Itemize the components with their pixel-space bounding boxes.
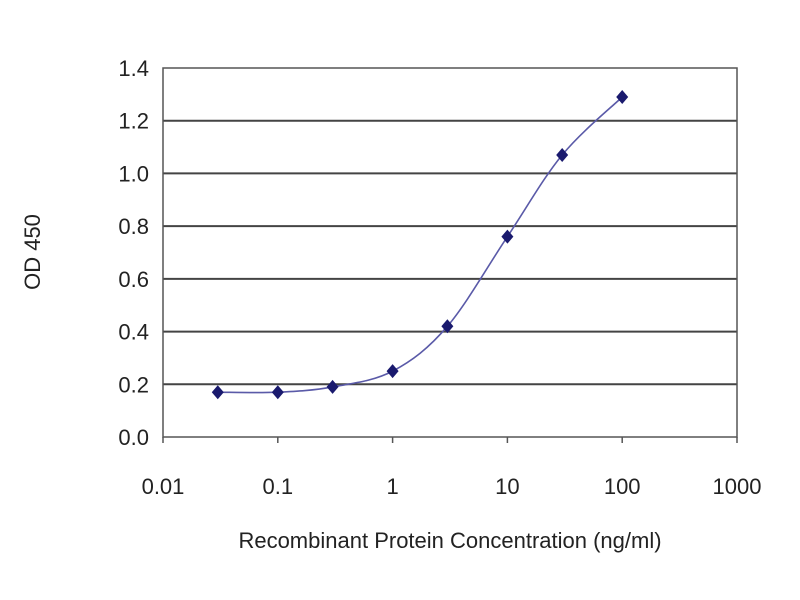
data-point	[386, 364, 399, 379]
data-point	[211, 385, 224, 400]
x-tick-label: 0.01	[142, 474, 185, 499]
y-tick-label: 1.0	[118, 161, 149, 186]
y-tick-label: 1.4	[118, 56, 149, 81]
x-tick-label: 1000	[713, 474, 762, 499]
data-point	[556, 147, 569, 162]
data-point	[501, 229, 514, 244]
x-tick-label: 100	[604, 474, 641, 499]
y-tick-label: 0.8	[118, 214, 149, 239]
gridlines	[163, 119, 737, 386]
data-point	[616, 89, 629, 104]
y-tick-label: 0.0	[118, 425, 149, 450]
y-axis-label: OD 450	[20, 214, 45, 290]
x-axis-ticks: 0.01 0.1 1 10 100 1000	[142, 437, 762, 499]
data-point	[326, 379, 339, 394]
y-tick-label: 1.2	[118, 109, 149, 134]
y-tick-label: 0.6	[118, 267, 149, 292]
x-axis-label: Recombinant Protein Concentration (ng/ml…	[238, 528, 661, 553]
data-point	[441, 319, 454, 334]
y-tick-label: 0.4	[118, 320, 149, 345]
y-tick-label: 0.2	[118, 372, 149, 397]
x-tick-label: 10	[495, 474, 519, 499]
data-points	[211, 89, 629, 400]
x-tick-label: 0.1	[263, 474, 294, 499]
x-tick-label: 1	[386, 474, 398, 499]
series-line	[217, 96, 623, 394]
plot-area-border	[162, 67, 738, 438]
data-point	[271, 385, 284, 400]
y-axis-ticks: 0.0 0.2 0.4 0.6 0.8 1.0 1.2 1.4	[118, 56, 149, 450]
